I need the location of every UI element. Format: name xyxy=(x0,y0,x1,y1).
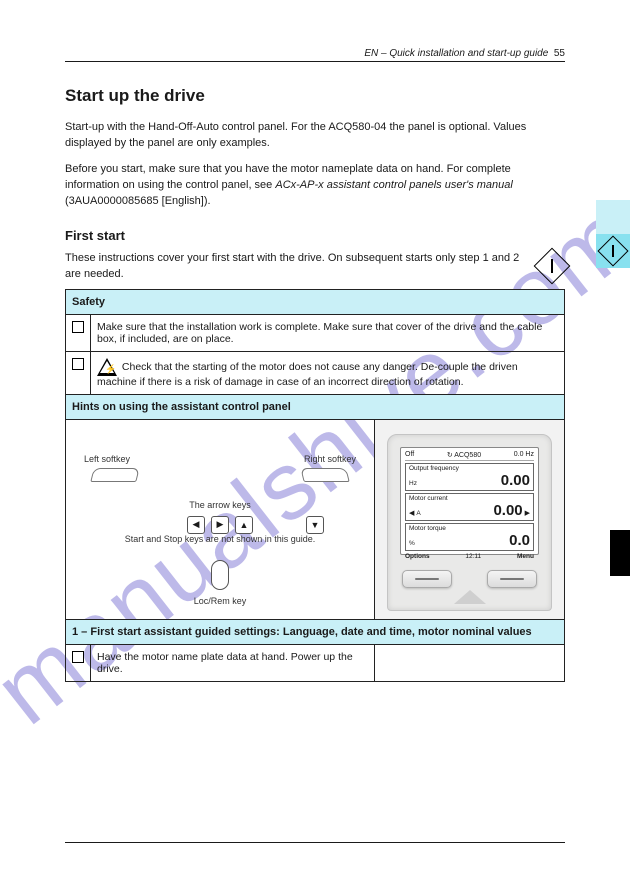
side-tab-marker xyxy=(610,530,630,576)
label-right-softkey: Right softkey xyxy=(304,454,356,464)
step-text: Have the motor name plate data at hand. … xyxy=(91,644,375,681)
right-softkey-icon xyxy=(300,468,349,482)
label-arrow-keys: The arrow keys xyxy=(145,500,295,510)
intro-1: Start-up with the Hand-Off-Auto control … xyxy=(65,120,565,152)
lcd-row: Motor current ◀ A 0.00 ▶ xyxy=(405,493,534,521)
checkbox-icon xyxy=(72,321,84,333)
step-text: Make sure that the installation work is … xyxy=(91,314,565,351)
lcd-softkey-right: Menu xyxy=(517,553,534,560)
side-tab-spacer xyxy=(596,200,630,234)
hw-softkey-right-icon xyxy=(487,570,537,588)
lcd-softkey-left: Options xyxy=(405,553,430,560)
table-row: Make sure that the installation work is … xyxy=(66,314,565,351)
label-start-stop: Start and Stop keys are not shown in thi… xyxy=(120,534,320,544)
intro-2: Before you start, make sure that you hav… xyxy=(65,162,565,210)
nav-key-diagram: Left softkey Right softkey The arrow key… xyxy=(66,419,375,619)
control-panel-photo: Off ↻ ACQ580 0.0 Hz Output frequency Hz … xyxy=(375,419,565,619)
step-text: ⚡ Check that the starting of the motor d… xyxy=(91,351,565,394)
warning-icon: ⚡ xyxy=(97,358,117,376)
step-image-placeholder xyxy=(375,644,565,681)
first-start-body: These instructions cover your first star… xyxy=(65,251,529,283)
hints-header: Hints on using the assistant control pan… xyxy=(66,394,565,419)
safety-header: Safety xyxy=(66,289,565,314)
manual-reference: ACx-AP-x assistant control panels user's… xyxy=(275,179,512,191)
lcd-status-left: Off xyxy=(405,451,414,459)
hw-softkey-left-icon xyxy=(402,570,452,588)
start-diamond-icon xyxy=(539,251,565,279)
label-locrem: Loc/Rem key xyxy=(194,596,247,606)
hw-dpad-up-icon xyxy=(454,590,486,604)
side-tab-start xyxy=(596,234,630,268)
arrow-down-icon: ▼ xyxy=(306,516,324,534)
lcd-status-right: 0.0 Hz xyxy=(514,451,534,459)
checkbox-icon xyxy=(72,358,84,370)
header-line: EN – Quick installation and start-up gui… xyxy=(65,48,565,62)
lcd-time: 12:11 xyxy=(465,553,481,560)
page-number: 55 xyxy=(554,48,565,59)
page-title: Start up the drive xyxy=(65,86,565,106)
arrow-keys-icon: ◀ ▶ ▲ xyxy=(187,516,253,534)
lcd-status-mid: ↻ ACQ580 xyxy=(447,451,481,459)
start-icon xyxy=(597,235,628,266)
label-left-softkey: Left softkey xyxy=(84,454,130,464)
locrem-key-icon xyxy=(211,560,229,590)
checkbox-icon xyxy=(72,651,84,663)
lcd-screen: Off ↻ ACQ580 0.0 Hz Output frequency Hz … xyxy=(400,447,539,555)
assistant-header: 1 – First start assistant guided setting… xyxy=(66,619,565,644)
left-softkey-icon xyxy=(90,468,139,482)
arrow-up-icon: ▲ xyxy=(235,516,253,534)
startup-table: Safety Make sure that the installation w… xyxy=(65,289,565,682)
breadcrumb: EN – Quick installation and start-up gui… xyxy=(364,48,548,59)
page-content: EN – Quick installation and start-up gui… xyxy=(65,48,565,682)
diagram-row: Left softkey Right softkey The arrow key… xyxy=(66,419,565,619)
table-row: Have the motor name plate data at hand. … xyxy=(66,644,565,681)
first-start-heading: First start xyxy=(65,228,565,243)
lcd-row: Output frequency Hz 0.00 xyxy=(405,463,534,491)
footer-rule xyxy=(65,842,565,843)
lcd-row: Motor torque % 0.0 xyxy=(405,523,534,551)
table-row: ⚡ Check that the starting of the motor d… xyxy=(66,351,565,394)
arrow-left-icon: ◀ xyxy=(187,516,205,534)
arrow-right-icon: ▶ xyxy=(211,516,229,534)
